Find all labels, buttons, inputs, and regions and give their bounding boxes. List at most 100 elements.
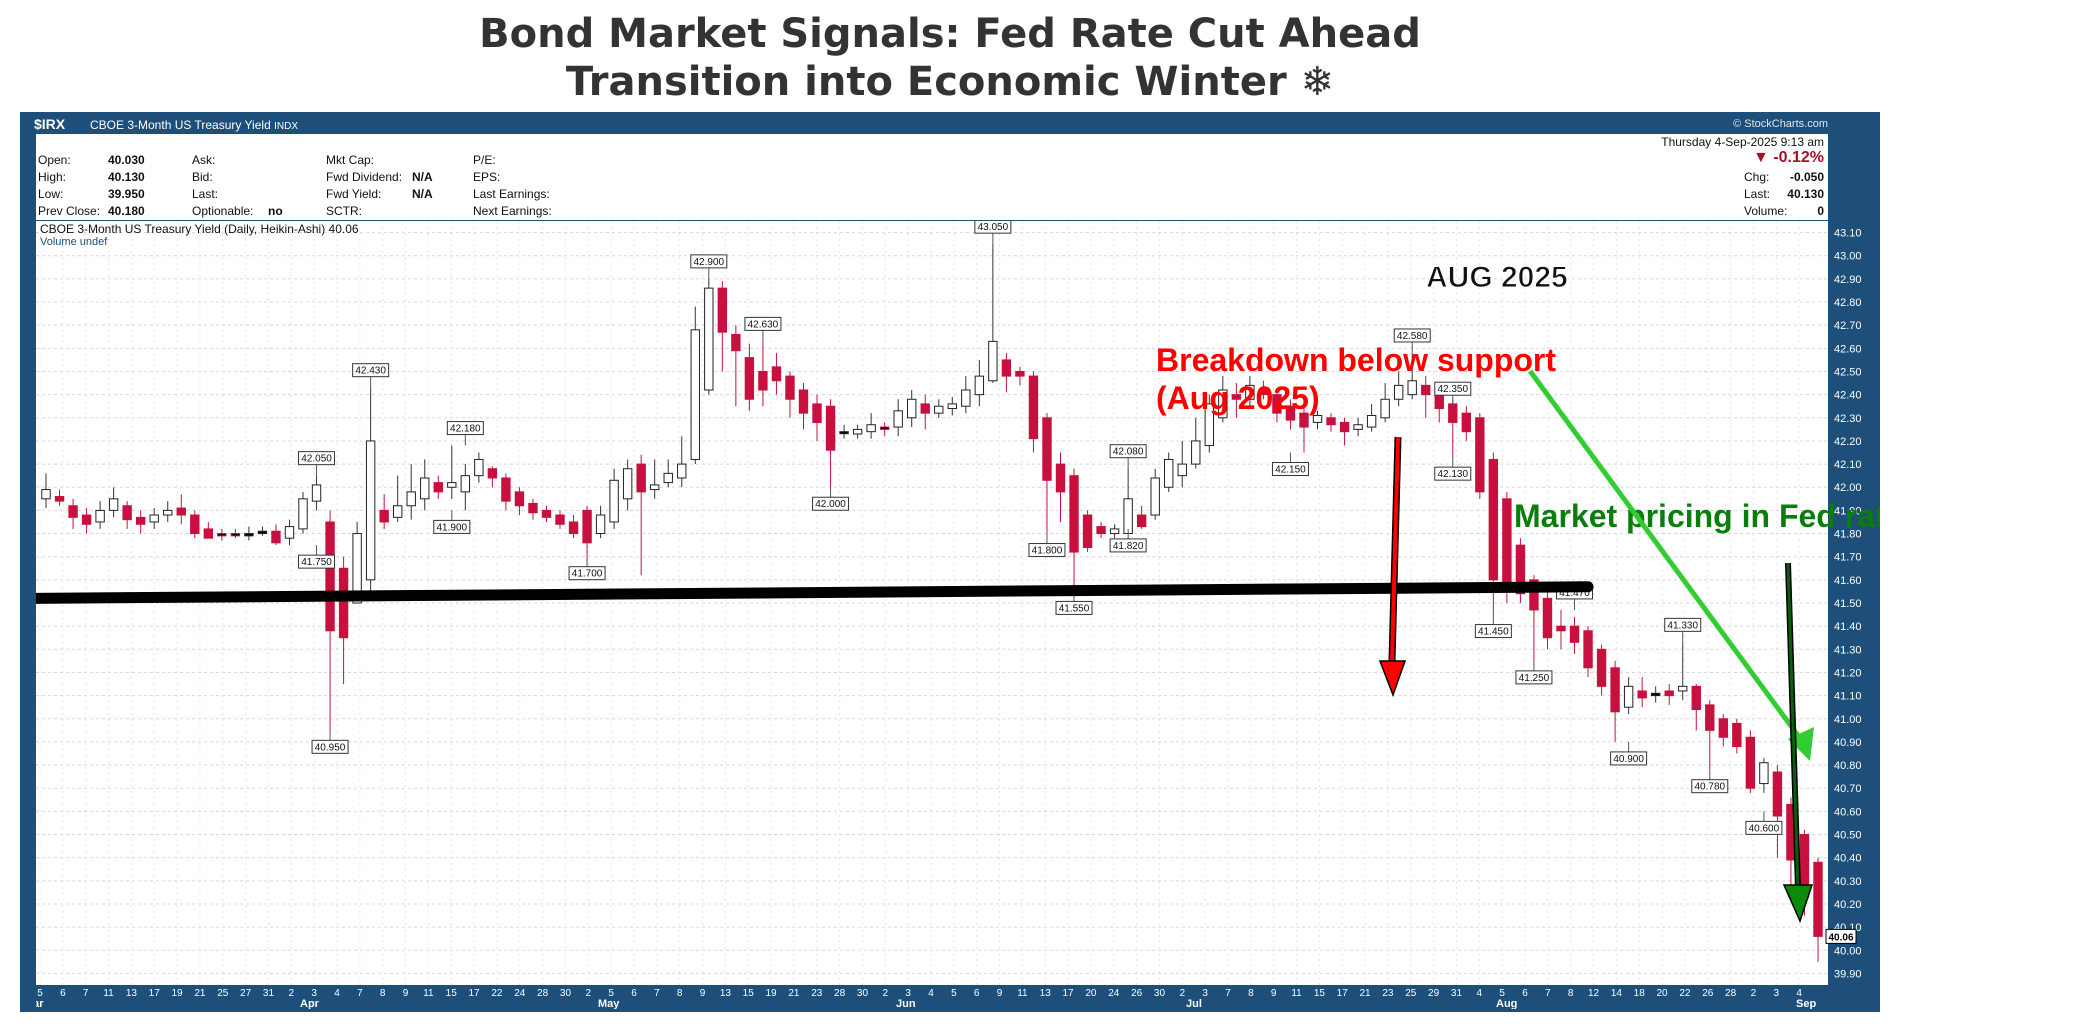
x-tick-label: 24	[1108, 988, 1120, 999]
x-tick-label: 8	[380, 988, 386, 999]
y-tick-label: 41.50	[1834, 598, 1862, 610]
candle-body	[1326, 417, 1336, 426]
prev-close-label: Prev Close:	[38, 204, 101, 218]
candle	[988, 244, 998, 384]
candle	[1096, 521, 1106, 539]
pe-label: P/E:	[473, 153, 496, 167]
chg-value: -0.050	[1789, 170, 1824, 184]
callout-box	[1474, 624, 1512, 639]
candle-body	[852, 428, 863, 435]
month-label: Sep	[1796, 998, 1816, 1009]
candle	[1759, 758, 1769, 793]
candle	[1082, 510, 1093, 553]
price-callout: 42.180	[446, 421, 484, 446]
candle	[514, 487, 525, 516]
x-tick-label: 24	[514, 988, 526, 999]
candle	[108, 487, 119, 518]
callout-label: 40.780	[1694, 782, 1725, 793]
callout-label: 41.550	[1059, 603, 1090, 614]
x-axis: 5 6 7 11 13 17 19 21 25 27 31 2 3 4 7 8 9 11 15 17 22 24 28 30 2…	[36, 985, 1880, 1009]
legend-main: CBOE 3-Month US Treasury Yield (Daily, H…	[40, 222, 359, 236]
high-label: High:	[38, 170, 67, 184]
candle-body	[1082, 514, 1093, 548]
callout-label: 43.050	[978, 222, 1009, 233]
candle	[1475, 413, 1485, 499]
callout-box	[311, 739, 349, 754]
candle-body	[812, 403, 822, 423]
price-callout: 42.580	[1393, 328, 1431, 353]
x-tick-label: 8	[677, 988, 683, 999]
candle-body	[541, 509, 552, 518]
optionable-value: no	[268, 204, 283, 218]
callout-label: 41.700	[572, 569, 603, 580]
x-tick-label: 7	[83, 988, 89, 999]
candle-body	[1515, 544, 1526, 595]
candle-body	[1204, 403, 1214, 447]
candle-body	[203, 528, 214, 539]
candle	[311, 475, 322, 511]
candle	[1515, 538, 1526, 603]
x-tick-label: 21	[194, 988, 206, 999]
low-label: Low:	[38, 187, 64, 201]
candle	[203, 521, 214, 539]
candle	[1272, 390, 1282, 423]
callout-box	[744, 316, 782, 331]
month-label: Jun	[896, 998, 916, 1009]
candle	[744, 343, 755, 411]
price-callout: 42.050	[298, 451, 336, 476]
candle	[163, 501, 173, 522]
x-tick-label: 26	[1131, 988, 1143, 999]
open-label: Open:	[38, 153, 71, 167]
candle	[393, 475, 403, 522]
x-tick-label: 6	[1522, 988, 1528, 999]
candle-body	[1650, 692, 1661, 697]
green-trend-arrow-head	[1788, 727, 1814, 761]
candle	[622, 459, 633, 511]
candle	[934, 399, 944, 418]
candle-body	[595, 514, 606, 535]
candle-body	[217, 533, 227, 537]
candle-body	[717, 287, 728, 333]
x-tick-label: 20	[1085, 988, 1097, 999]
volume-value: 0	[1817, 204, 1824, 218]
candle	[257, 526, 268, 536]
callout-box	[298, 554, 336, 569]
price-callout: 42.900	[690, 254, 728, 279]
candle	[230, 528, 241, 539]
price-callout: 41.820	[1109, 528, 1147, 553]
x-tick-label: 31	[263, 988, 275, 999]
price-callout: 40.600	[1745, 811, 1783, 835]
x-tick-label: 12	[1588, 988, 1600, 999]
candle-body	[487, 468, 498, 479]
x-tick-label: 3	[905, 988, 911, 999]
candle-body	[1096, 526, 1106, 535]
candle-body	[1529, 579, 1539, 611]
candle-body	[1339, 421, 1350, 433]
x-tick-label: 5	[608, 988, 614, 999]
prev-close-value: 40.180	[108, 204, 145, 218]
candle	[541, 505, 552, 522]
callout-label: 41.800	[1032, 546, 1063, 557]
candle	[528, 498, 538, 520]
x-tick-label: 21	[788, 988, 800, 999]
candle-body	[176, 507, 186, 516]
candle	[1177, 440, 1187, 488]
x-tick-label: 27	[240, 988, 252, 999]
callout-box	[1664, 617, 1702, 632]
candle	[271, 524, 281, 546]
candles	[41, 244, 1823, 962]
month-label: Aug	[1496, 998, 1517, 1009]
brand-label: © StockCharts.com	[1733, 118, 1828, 130]
callout-box	[446, 421, 484, 436]
candle	[785, 371, 795, 418]
fwd-dividend-value: N/A	[412, 170, 433, 184]
candle-body	[947, 403, 957, 410]
y-tick-label: 40.40	[1834, 853, 1862, 865]
candle-body	[1353, 424, 1363, 430]
candle-body	[798, 389, 809, 414]
callout-label: 42.130	[1437, 469, 1468, 480]
price-callout: 42.000	[812, 487, 850, 511]
candle	[1001, 352, 1012, 393]
price-callout: 41.700	[568, 556, 606, 581]
legend-volume: Volume undef	[40, 236, 108, 248]
